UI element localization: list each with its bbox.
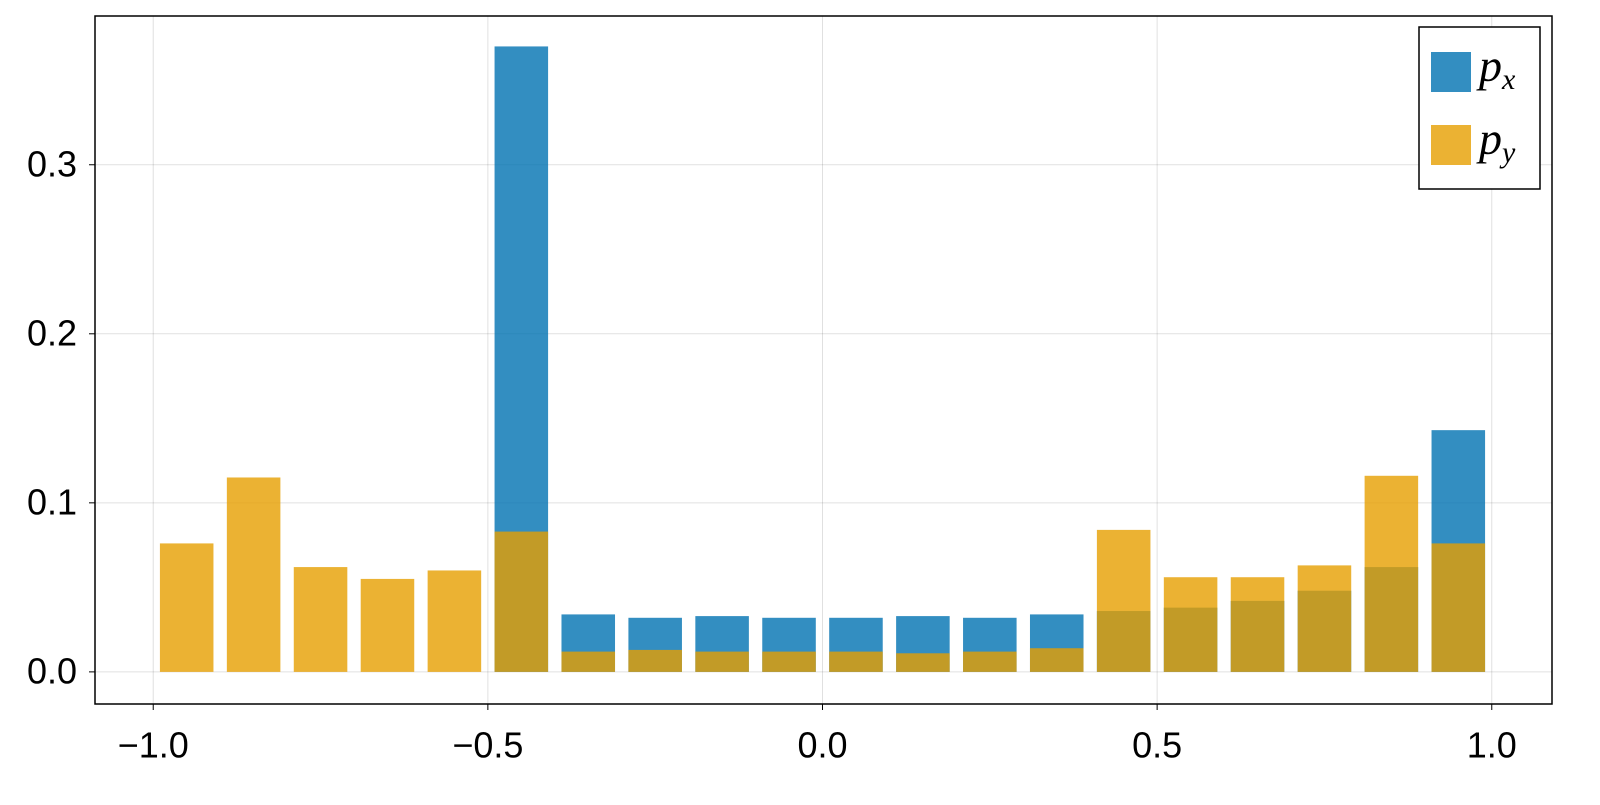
bar (1431, 543, 1486, 672)
x-tick-label: 0.0 (797, 725, 847, 766)
bar (762, 651, 816, 672)
bar (159, 543, 214, 672)
bar (1096, 529, 1151, 672)
bar (226, 477, 281, 672)
bar (829, 651, 883, 672)
y-tick-label: 0.0 (27, 650, 77, 691)
legend-label-base: p (1476, 113, 1502, 164)
bar (293, 567, 348, 672)
bar (628, 649, 682, 672)
x-tick-label: 0.5 (1132, 725, 1182, 766)
bar (1297, 565, 1352, 672)
legend-label-sub: y (1499, 136, 1516, 169)
x-tick-label: −1.0 (118, 725, 189, 766)
legend-label: px (1476, 40, 1516, 96)
bar (896, 653, 950, 672)
bar (1163, 577, 1218, 672)
bar (963, 651, 1017, 672)
bar (1029, 648, 1084, 672)
legend-swatch (1431, 125, 1471, 165)
x-tick-label: −0.5 (452, 725, 523, 766)
y-tick-label: 0.3 (27, 143, 77, 184)
bar (1230, 577, 1285, 672)
bar (494, 531, 549, 672)
bar (360, 578, 415, 672)
bar (695, 651, 749, 672)
y-tick-label: 0.1 (27, 481, 77, 522)
legend-label-base: p (1476, 40, 1502, 91)
bar (561, 651, 616, 672)
bar (1364, 475, 1419, 672)
plot-frame (94, 15, 1553, 705)
bar (427, 570, 482, 672)
x-tick-label: 1.0 (1467, 725, 1517, 766)
legend-label: py (1476, 113, 1516, 169)
y-tick-label: 0.2 (27, 312, 77, 353)
legend-label-sub: x (1501, 63, 1516, 96)
legend-swatch (1431, 52, 1471, 92)
